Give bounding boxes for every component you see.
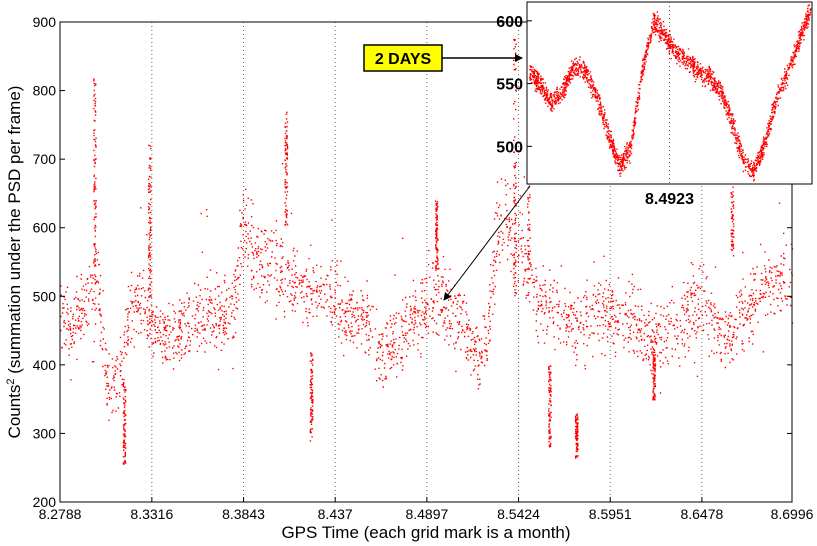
callout-box bbox=[363, 44, 443, 72]
x-tick-label: 8.6478 bbox=[680, 506, 723, 522]
y-tick-label: 700 bbox=[33, 151, 57, 167]
x-tick-label: 8.5951 bbox=[589, 506, 632, 522]
two-days-callout: 2 DAYS bbox=[363, 44, 523, 72]
x-tick-label: 8.2788 bbox=[39, 506, 82, 522]
x-tick-label: 8.6996 bbox=[771, 506, 814, 522]
inset-zoom-panel: 500 550 600 8.4923 bbox=[496, 1, 813, 208]
y-axis-label-superscript: 2 bbox=[5, 378, 17, 384]
y-tick-label: 300 bbox=[33, 425, 57, 441]
x-axis-label: GPS Time (each grid mark is a month) bbox=[281, 523, 570, 542]
inset-y-tick-label: 600 bbox=[496, 14, 523, 31]
inset-y-tick-label: 550 bbox=[496, 77, 523, 94]
y-tick-label: 800 bbox=[33, 83, 57, 99]
y-axis-label-rest: (summation under the PSD per frame) bbox=[5, 86, 24, 379]
inset-y-ticks: 500 550 600 bbox=[496, 14, 532, 156]
zoom-arrow bbox=[443, 185, 531, 301]
x-axis-ticks: 8.2788 8.3316 8.3843 8.437 8.4897 8.5424 8.595… bbox=[39, 497, 814, 522]
x-tick-label: 8.5424 bbox=[497, 506, 540, 522]
x-tick-label: 8.3843 bbox=[222, 506, 265, 522]
callout-label: 2 DAYS bbox=[375, 51, 432, 68]
x-tick-label: 8.4897 bbox=[405, 506, 448, 522]
inset-data-points bbox=[529, 4, 812, 182]
y-tick-label: 200 bbox=[33, 494, 57, 510]
inset-x-tick-label: 8.4923 bbox=[645, 191, 694, 208]
x-tick-label: 8.437 bbox=[318, 506, 353, 522]
y-tick-label: 500 bbox=[33, 288, 57, 304]
inset-y-tick-label: 500 bbox=[496, 139, 523, 156]
y-tick-label: 600 bbox=[33, 220, 57, 236]
y-tick-label: 400 bbox=[33, 357, 57, 373]
x-tick-label: 8.3316 bbox=[130, 506, 173, 522]
y-axis-ticks: 200 300 400 500 600 700 800 900 bbox=[33, 14, 792, 510]
inset-scatter-path bbox=[529, 4, 812, 182]
y-axis-label-main: Counts bbox=[5, 385, 24, 439]
plot-frame bbox=[59, 21, 793, 503]
y-axis-label: Counts2 (summation under the PSD per fra… bbox=[5, 86, 24, 439]
y-tick-label: 900 bbox=[33, 14, 57, 30]
inset-frame bbox=[526, 1, 813, 185]
